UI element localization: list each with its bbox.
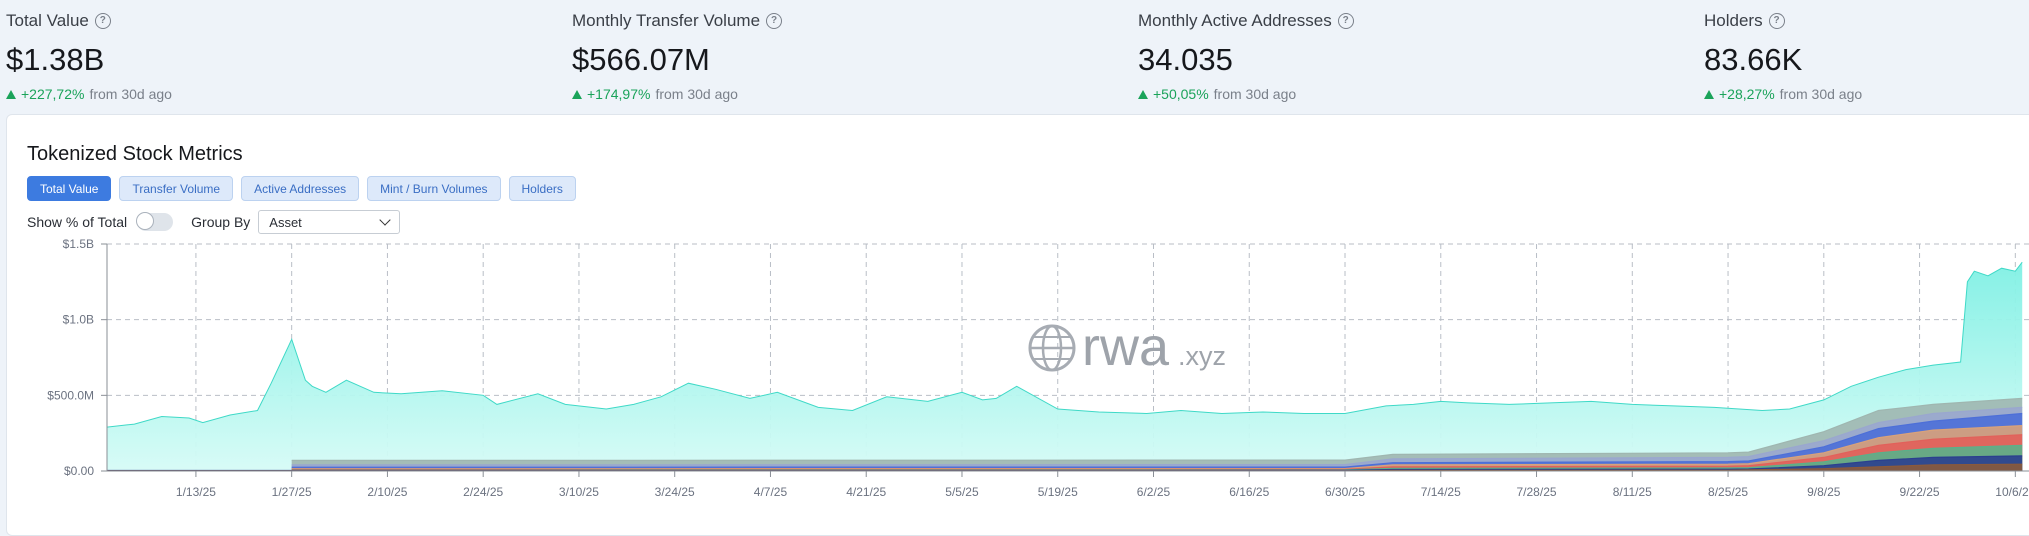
metric-value: 34.035 [1138,42,1233,77]
metric-label: Total Value [6,11,89,30]
x-tick-label: 2/10/25 [367,485,407,499]
x-tick-label: 5/19/25 [1038,485,1078,499]
chart-series [106,261,2023,472]
metric-change: +28,27% [1719,86,1775,102]
series-line [291,412,2023,468]
metric-tabs: Total Value Transfer Volume Active Addre… [27,176,576,201]
metric-label: Holders [1704,11,1763,30]
x-tick-label: 1/13/25 [176,485,216,499]
x-tick-label: 4/7/25 [754,485,788,499]
up-arrow-icon [6,89,16,99]
x-tick-label: 4/21/25 [846,485,886,499]
up-arrow-icon [1704,89,1714,99]
total-value-chart: rwa .xyz $0.00 $500.0M $1.0B $1.5B 1/13/25 1/2… [47,237,2029,499]
x-tick-label: 7/28/25 [1517,485,1557,499]
y-tick-label: $500.0M [47,388,94,402]
tab-active-addresses[interactable]: Active Addresses [241,176,360,201]
x-tick-label: 2/24/25 [463,485,503,499]
tab-holders[interactable]: Holders [508,176,576,201]
y-tick-label: $1.5B [63,237,94,251]
series-line [291,406,2023,466]
group-by-label: Group By [191,214,251,230]
help-icon[interactable]: ? [1768,13,1785,29]
series-line [291,444,2023,471]
metric-value: 83.66K [1704,42,1803,77]
show-pct-label: Show % of Total [27,214,128,230]
watermark-text: rwa [1082,317,1170,377]
group-by-value: Asset [269,214,302,230]
x-tick-label: 9/22/25 [1900,485,1940,499]
watermark: rwa .xyz [1028,317,1226,377]
metric-holders: Holders? 83.66K +28,27% from 30d ago [1704,10,1862,102]
chart-controls: Show % of Total Group By Asset [27,210,401,234]
metrics-row: Total Value? $1.38B +227,72% from 30d ago… [0,0,2029,112]
x-tick-label: 8/25/25 [1708,485,1748,499]
x-tick-label: 9/8/25 [1807,485,1841,499]
x-tick-label: 10/6/25 [1995,485,2029,499]
metric-label: Monthly Transfer Volume [572,11,761,30]
x-tick-label: 5/5/25 [945,485,979,499]
group-by-select[interactable]: Asset [258,210,401,234]
metric-change-suffix: from 30d ago [89,86,172,102]
series-line [291,434,2023,471]
metric-value: $566.07M [572,42,710,77]
metric-change-suffix: from 30d ago [1213,86,1297,102]
series-line [291,397,2023,461]
toggle-knob [136,212,155,230]
y-tick-label: $1.0B [63,313,94,327]
x-tick-label: 6/2/25 [1137,485,1171,499]
metric-change-suffix: from 30d ago [1779,86,1863,102]
metric-change: +50,05% [1153,86,1209,102]
metric-label: Monthly Active Addresses [1138,11,1332,30]
metric-total-value: Total Value? $1.38B +227,72% from 30d ago [6,10,172,102]
metric-change: +174,97% [587,86,651,102]
x-tick-label: 3/10/25 [559,485,599,499]
series-area[interactable] [107,262,2023,471]
watermark-suffix: .xyz [1178,341,1226,371]
x-tick-label: 1/27/25 [272,485,312,499]
x-tick-label: 6/16/25 [1229,485,1269,499]
up-arrow-icon [1138,89,1148,99]
help-icon[interactable]: ? [1337,13,1354,29]
help-icon[interactable]: ? [94,13,111,29]
x-tick-label: 8/11/25 [1613,485,1652,499]
chart-axes: $0.00 $500.0M $1.0B $1.5B 1/13/25 1/27/25 2/10… [47,237,2029,499]
metric-change-suffix: from 30d ago [655,86,738,102]
x-tick-label: 6/30/25 [1325,485,1365,499]
metric-transfer-volume: Monthly Transfer Volume? $566.07M +174,9… [572,10,783,102]
tab-transfer-volume[interactable]: Transfer Volume [119,176,234,201]
tab-total-value[interactable]: Total Value [27,176,112,201]
show-pct-toggle[interactable] [136,212,174,231]
series-line [291,425,2023,470]
tab-mint-burn-volumes[interactable]: Mint / Burn Volumes [367,176,501,201]
metric-change: +227,72% [21,86,85,102]
metric-active-addresses: Monthly Active Addresses? 34.035 +50,05%… [1138,10,1354,102]
panel-title: Tokenized Stock Metrics [27,143,243,165]
series-area[interactable] [107,464,2023,471]
x-tick-label: 3/24/25 [655,485,695,499]
up-arrow-icon [572,89,582,99]
series-line [106,261,2023,428]
x-tick-label: 7/14/25 [1421,485,1461,499]
help-icon[interactable]: ? [766,13,783,29]
metric-value: $1.38B [6,42,105,77]
y-tick-label: $0.00 [64,464,94,478]
